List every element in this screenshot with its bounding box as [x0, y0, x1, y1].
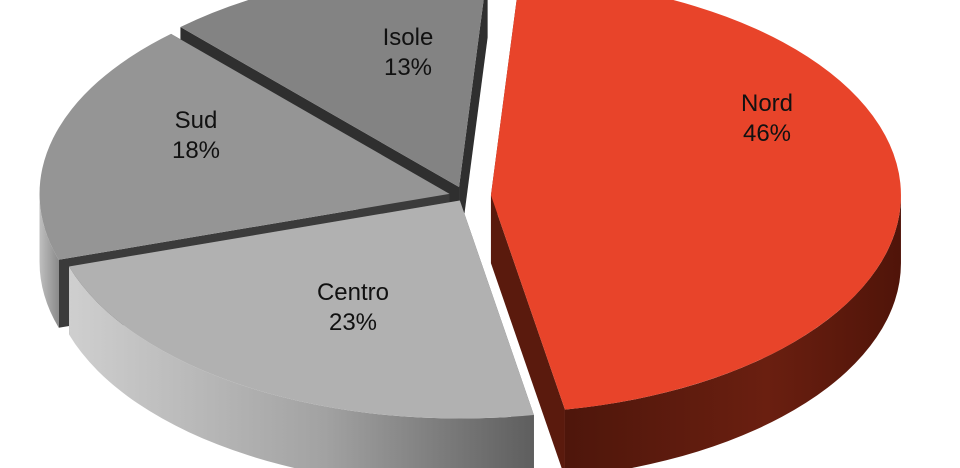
pie-slice-side-nord	[564, 195, 901, 468]
slice-label-nord: Nord	[741, 90, 793, 117]
pie-slice-side-centro	[69, 266, 534, 468]
pie-slice-top-sud	[39, 33, 450, 260]
pie-slice-wall-isole-1	[459, 0, 488, 256]
pie-slice-top-nord	[490, 0, 901, 410]
pie-slice-centro	[69, 200, 534, 468]
pie-slice-wall-nord-1	[490, 195, 565, 468]
slice-label-sud: Sud	[175, 107, 218, 134]
pie-slice-top-isole	[180, 0, 484, 188]
pie-slice-nord	[490, 0, 901, 468]
slice-label-centro: Centro	[317, 279, 389, 306]
pie-slice-top-centro	[69, 200, 534, 419]
slice-value-isole: 13%	[384, 54, 432, 81]
slice-value-centro: 23%	[329, 309, 377, 336]
slice-value-sud: 18%	[172, 137, 220, 164]
pie-slice-side-sud	[39, 193, 59, 328]
slice-label-isole: Isole	[383, 24, 434, 51]
slice-value-nord: 46%	[743, 120, 791, 147]
